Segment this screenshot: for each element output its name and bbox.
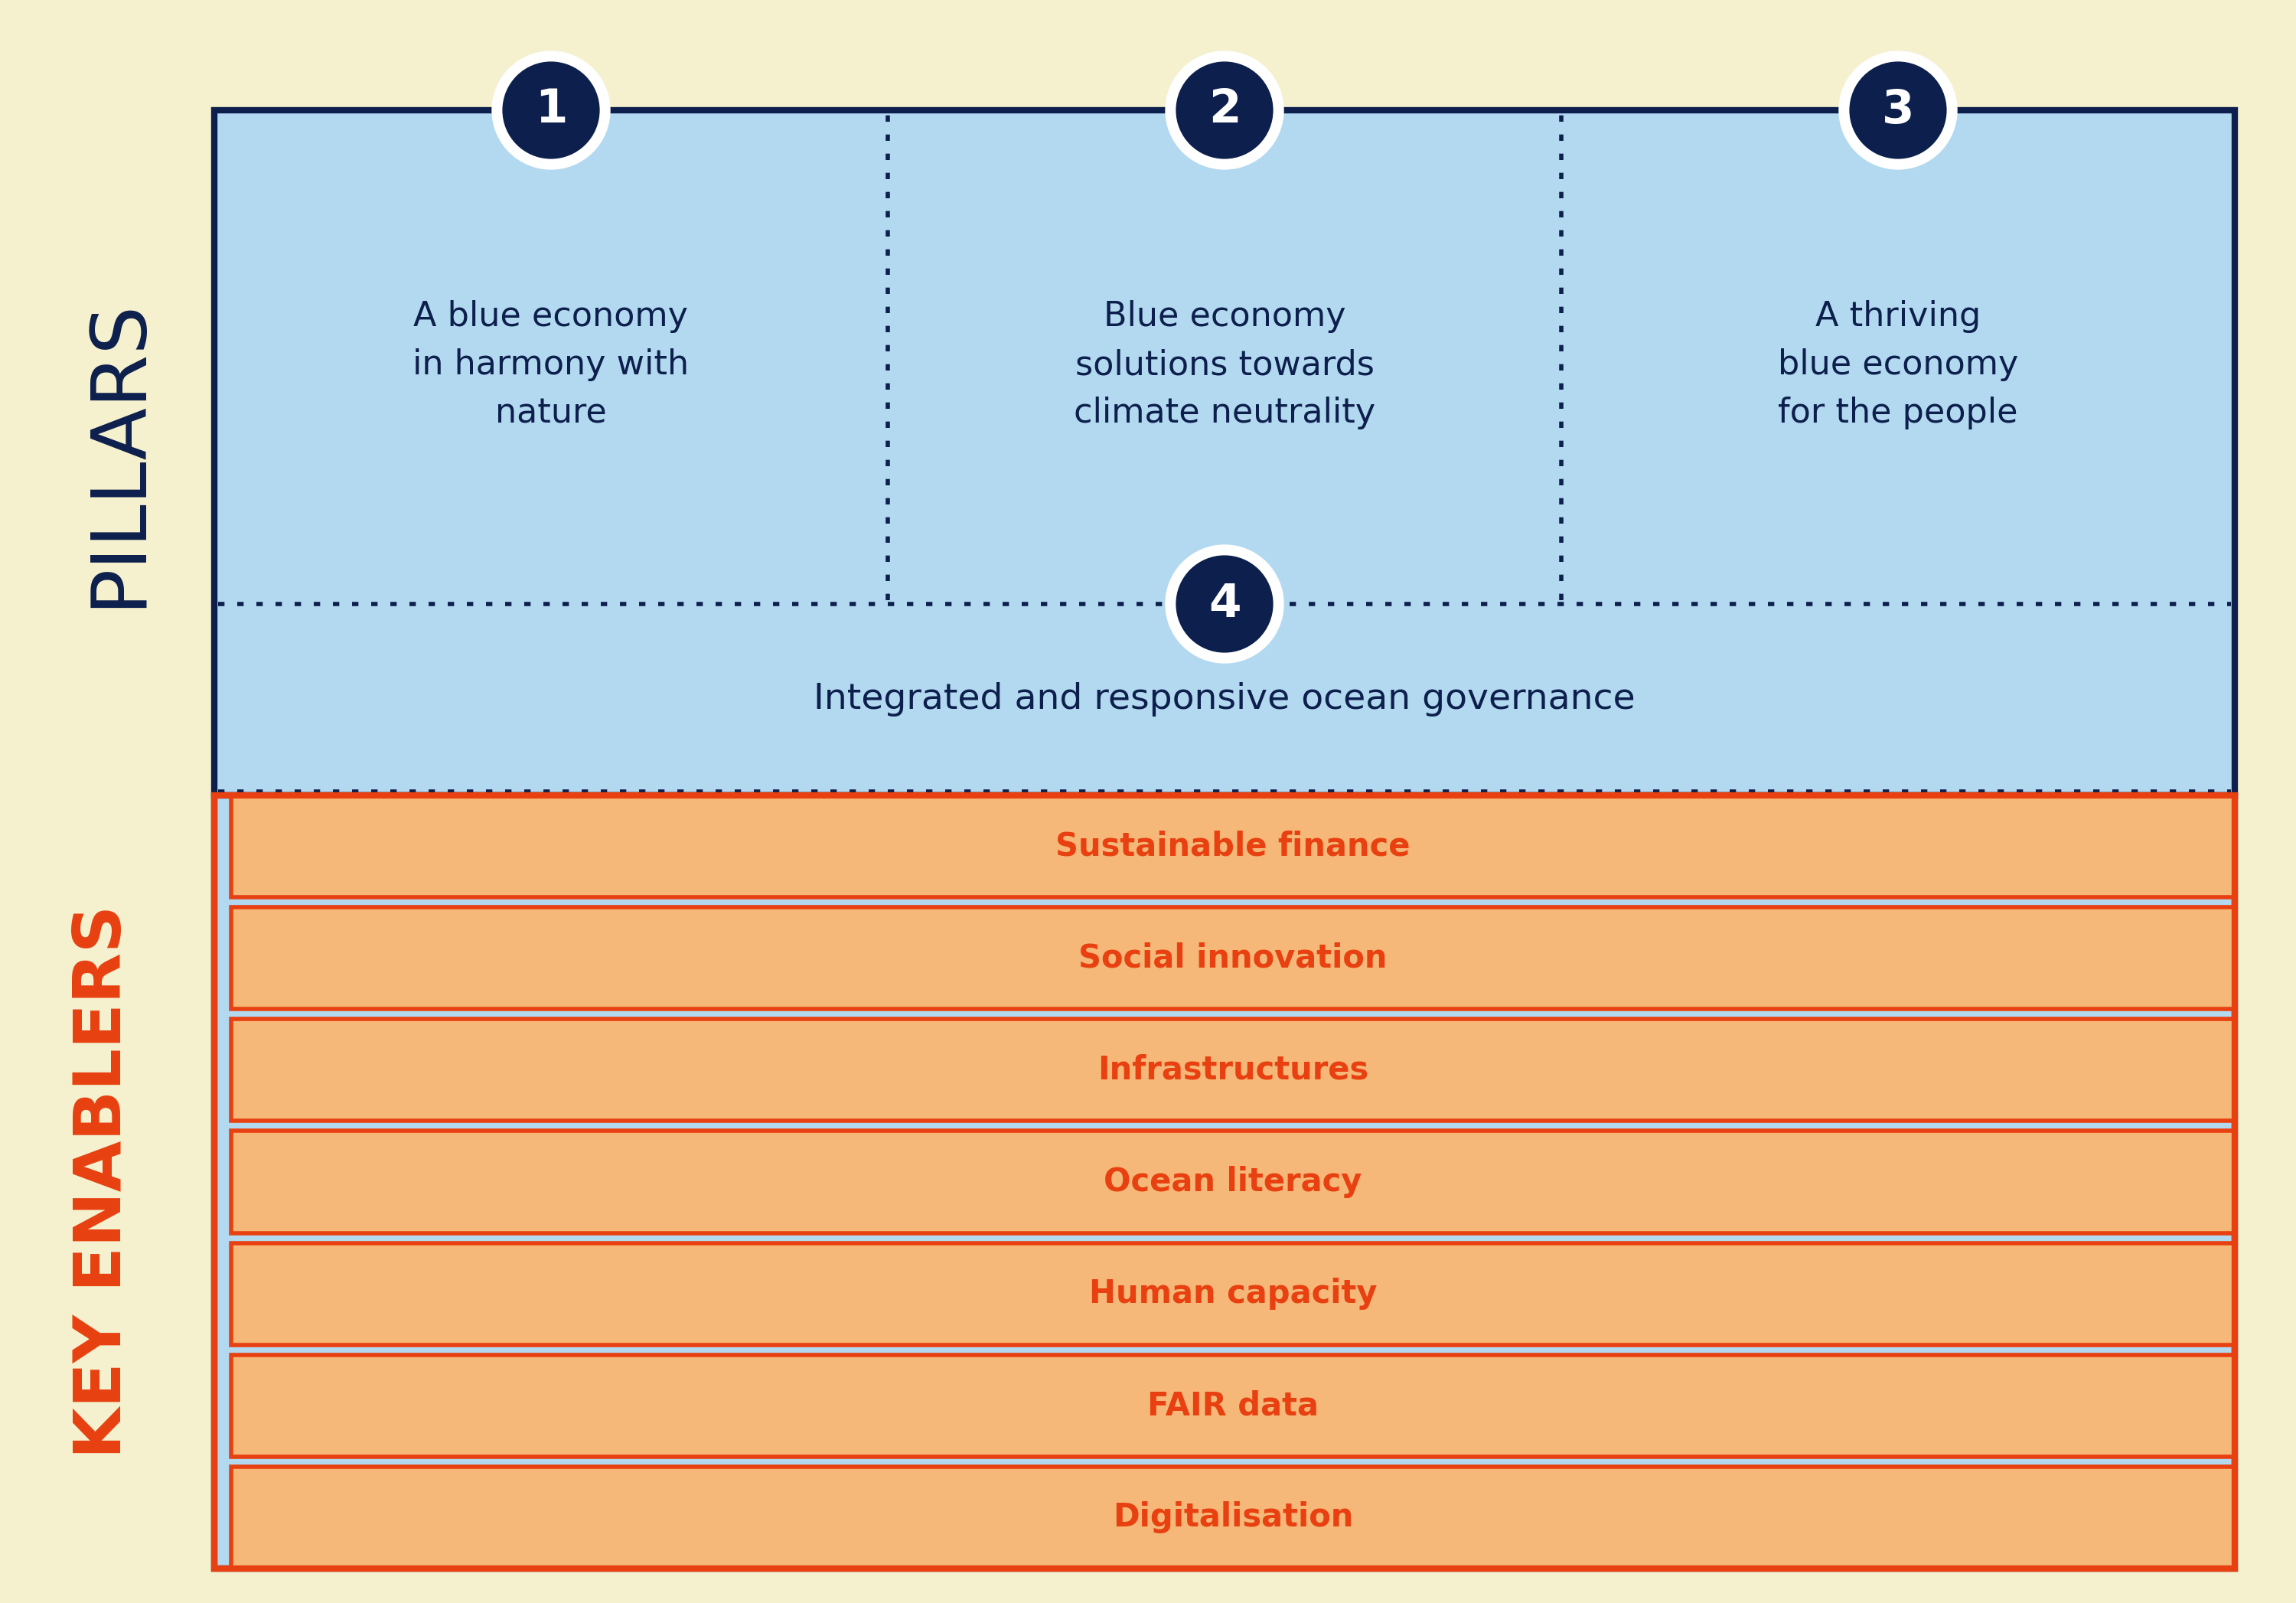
Text: 2: 2 <box>1208 88 1240 133</box>
Bar <box>214 111 2234 795</box>
Text: 4: 4 <box>1208 582 1240 627</box>
Text: Blue economy
solutions towards
climate neutrality: Blue economy solutions towards climate n… <box>1075 300 1375 430</box>
Text: Digitalisation: Digitalisation <box>1114 1502 1352 1534</box>
Bar <box>232 1132 2234 1233</box>
Text: Human capacity: Human capacity <box>1088 1278 1378 1310</box>
Bar <box>232 907 2234 1010</box>
Text: Sustainable finance: Sustainable finance <box>1056 830 1410 862</box>
Bar <box>232 795 2234 898</box>
Circle shape <box>501 61 602 160</box>
Text: A thriving
blue economy
for the people: A thriving blue economy for the people <box>1777 300 2018 430</box>
Text: Ocean literacy: Ocean literacy <box>1104 1165 1362 1197</box>
Text: Infrastructures: Infrastructures <box>1097 1055 1368 1087</box>
Text: KEY ENABLERS: KEY ENABLERS <box>71 906 135 1459</box>
Circle shape <box>1176 61 1274 160</box>
Circle shape <box>1166 545 1283 664</box>
Text: 1: 1 <box>535 88 567 133</box>
Bar <box>232 1467 2234 1569</box>
Text: 3: 3 <box>1883 88 1915 133</box>
Bar <box>232 1242 2234 1345</box>
Text: Integrated and responsive ocean governance: Integrated and responsive ocean governan… <box>813 683 1635 717</box>
Text: A blue economy
in harmony with
nature: A blue economy in harmony with nature <box>413 300 689 430</box>
Bar <box>232 1020 2234 1120</box>
Bar <box>214 795 2234 1569</box>
Circle shape <box>491 51 611 170</box>
Text: Social innovation: Social innovation <box>1079 943 1387 975</box>
Circle shape <box>1848 61 1947 160</box>
Bar <box>214 795 2234 1569</box>
Circle shape <box>1176 555 1274 654</box>
Text: PILLARS: PILLARS <box>83 298 156 608</box>
Bar <box>232 1355 2234 1457</box>
Circle shape <box>1839 51 1956 170</box>
Text: FAIR data: FAIR data <box>1148 1390 1318 1422</box>
Circle shape <box>1166 51 1283 170</box>
